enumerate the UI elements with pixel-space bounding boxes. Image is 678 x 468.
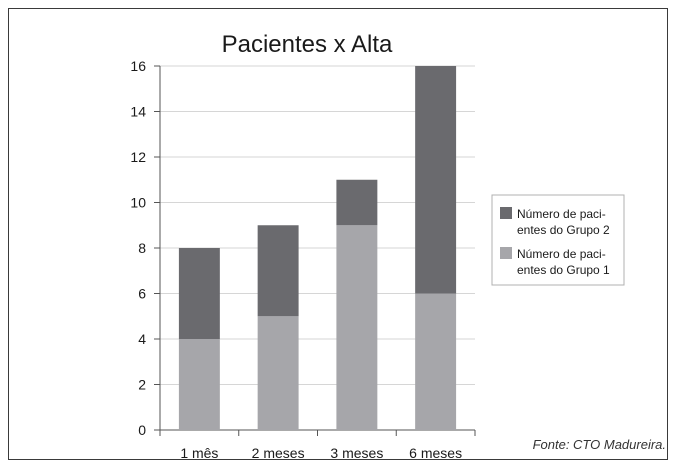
x-tick-label: 6 meses: [409, 445, 462, 461]
bar-segment-series-1: [178, 339, 220, 430]
y-tick-label: 8: [138, 240, 146, 256]
source-note: Fonte: CTO Madureira.: [532, 437, 666, 452]
y-tick-label: 0: [138, 422, 146, 438]
legend-swatch: [500, 207, 512, 219]
y-tick-label: 12: [130, 149, 146, 165]
bar-segment-series-2: [257, 225, 299, 317]
bar-segment-series-1: [415, 293, 457, 430]
x-tick-label: 1 mês: [180, 445, 218, 461]
legend-label-line: Número de paci-: [517, 207, 606, 221]
y-tick-label: 4: [138, 331, 146, 347]
legend-label-line: Número de paci-: [517, 247, 606, 261]
y-tick-label: 16: [130, 58, 146, 74]
chart-title: Pacientes x Alta: [222, 31, 393, 58]
bar-segment-series-2: [178, 248, 220, 339]
chart-frame: [8, 8, 668, 460]
bar-segment-series-1: [336, 225, 378, 430]
y-tick-label: 6: [138, 286, 146, 302]
bar-segment-series-2: [415, 66, 457, 294]
bar-segment-series-1: [257, 316, 299, 430]
y-tick-label: 2: [138, 377, 146, 393]
bar-segment-series-2: [336, 179, 378, 226]
y-tick-label: 10: [130, 195, 146, 211]
legend-swatch: [500, 247, 512, 259]
x-tick-label: 2 meses: [252, 445, 305, 461]
legend-label-line: entes do Grupo 1: [517, 263, 610, 277]
y-tick-label: 14: [130, 104, 146, 120]
legend-label-line: entes do Grupo 2: [517, 223, 610, 237]
legend-label: Número de paci-entes do Grupo 2: [517, 207, 610, 237]
legend-label: Número de paci-entes do Grupo 1: [517, 247, 610, 277]
bars: [178, 66, 457, 430]
legend-box: [491, 194, 625, 286]
x-tick-label: 3 meses: [330, 445, 383, 461]
